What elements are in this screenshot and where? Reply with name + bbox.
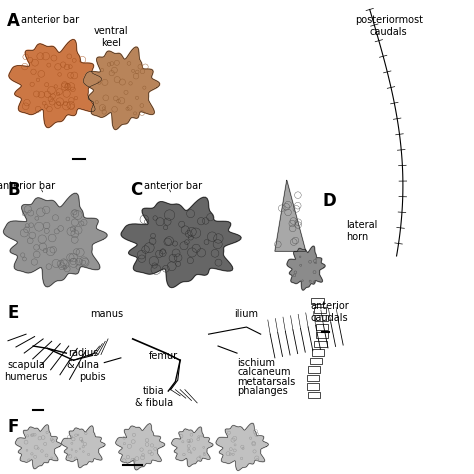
- Bar: [307, 375, 319, 381]
- Polygon shape: [83, 47, 160, 129]
- Bar: [316, 324, 328, 330]
- Polygon shape: [216, 423, 268, 471]
- Bar: [312, 349, 324, 356]
- Text: F: F: [7, 418, 18, 436]
- Polygon shape: [9, 40, 101, 128]
- Bar: [311, 298, 324, 304]
- Text: ventral
keel: ventral keel: [94, 26, 129, 48]
- Polygon shape: [3, 193, 107, 287]
- Text: A: A: [7, 12, 20, 30]
- Text: tibia
& fibula: tibia & fibula: [135, 386, 173, 408]
- Text: posteriormost
caudals: posteriormost caudals: [355, 15, 423, 37]
- Text: B: B: [7, 181, 20, 199]
- Polygon shape: [62, 426, 105, 468]
- Text: calcaneum: calcaneum: [237, 367, 291, 377]
- Text: lateral
horn: lateral horn: [346, 220, 377, 242]
- Polygon shape: [121, 197, 241, 288]
- Polygon shape: [15, 425, 61, 469]
- Text: E: E: [7, 304, 18, 322]
- Polygon shape: [172, 427, 213, 466]
- Text: anterior
caudals: anterior caudals: [310, 301, 349, 323]
- Text: metatarsals: metatarsals: [237, 377, 295, 387]
- Text: femur: femur: [149, 351, 178, 361]
- Text: pubis: pubis: [79, 372, 106, 382]
- Bar: [308, 392, 320, 398]
- Text: D: D: [322, 192, 336, 210]
- Text: anterior bar: anterior bar: [21, 15, 79, 25]
- Text: anterior bar: anterior bar: [144, 181, 202, 191]
- Text: scapula
humerus: scapula humerus: [4, 360, 48, 382]
- Polygon shape: [116, 424, 165, 470]
- Polygon shape: [287, 246, 325, 290]
- Text: ilium: ilium: [235, 309, 258, 319]
- Text: C: C: [130, 181, 143, 199]
- Bar: [314, 341, 327, 347]
- Text: anterior bar: anterior bar: [0, 181, 55, 191]
- Text: radius
& ulna: radius & ulna: [67, 348, 99, 370]
- Bar: [308, 366, 320, 373]
- Bar: [316, 332, 328, 338]
- Bar: [314, 307, 326, 313]
- Text: manus: manus: [90, 309, 123, 319]
- Polygon shape: [275, 180, 306, 251]
- Text: ischium: ischium: [237, 358, 275, 368]
- Bar: [310, 358, 322, 364]
- Bar: [315, 315, 328, 321]
- Text: phalanges: phalanges: [237, 386, 288, 396]
- Bar: [307, 383, 319, 390]
